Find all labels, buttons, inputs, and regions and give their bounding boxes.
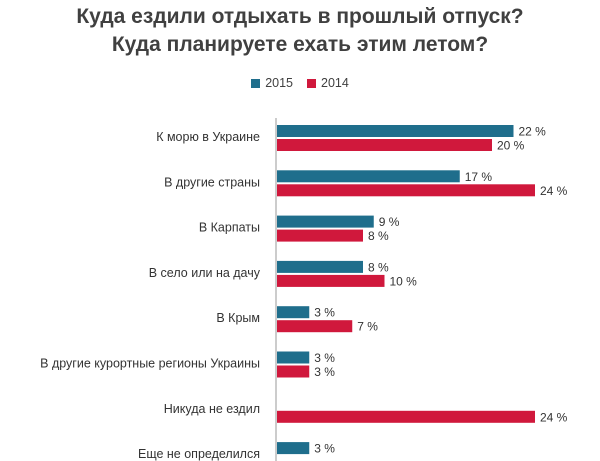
bar-2014 bbox=[277, 365, 310, 378]
legend: 2015 2014 bbox=[0, 76, 600, 90]
category-label: Еще не определился bbox=[138, 447, 260, 461]
bar-2014 bbox=[277, 410, 535, 423]
bar-2015 bbox=[277, 442, 310, 455]
bar-2015 bbox=[277, 306, 310, 319]
legend-label-2015: 2015 bbox=[265, 76, 293, 90]
bar-2014 bbox=[277, 139, 492, 151]
value-label: 20 % bbox=[497, 139, 525, 153]
category-label: В Крым bbox=[216, 311, 260, 325]
value-label: 3 % bbox=[314, 351, 335, 365]
value-label: 24 % bbox=[540, 410, 568, 424]
bar-2015 bbox=[277, 260, 363, 273]
category-label: В другие курортные регионы Украины bbox=[40, 357, 260, 371]
value-label: 17 % bbox=[465, 170, 493, 184]
bar-2015 bbox=[277, 125, 514, 137]
category-label: К морю в Украине bbox=[156, 130, 260, 144]
chart-title: Куда ездили отдыхать в прошлый отпуск? bbox=[76, 5, 524, 28]
value-label: 7 % bbox=[357, 320, 378, 334]
category-label: В другие страны bbox=[164, 175, 260, 189]
category-label: Никуда не ездил bbox=[164, 402, 260, 416]
legend-swatch-2015 bbox=[251, 78, 261, 88]
bar-2015 bbox=[277, 351, 310, 364]
value-label: 8 % bbox=[368, 229, 389, 243]
legend-swatch-2014 bbox=[307, 78, 316, 88]
category-label: В село или на дачу bbox=[149, 266, 261, 280]
legend-item-2014: 2014 bbox=[307, 76, 349, 90]
bar-2015 bbox=[277, 170, 460, 183]
bar-2014 bbox=[277, 184, 535, 197]
chart-subtitle: Куда планируете ехать этим летом? bbox=[111, 33, 489, 56]
value-label: 3 % bbox=[314, 365, 335, 379]
bar-2015 bbox=[277, 215, 374, 228]
value-label: 10 % bbox=[390, 274, 418, 288]
value-label: 8 % bbox=[368, 260, 389, 274]
bar-2014 bbox=[277, 320, 353, 333]
bar-2014 bbox=[277, 274, 385, 287]
value-label: 24 % bbox=[540, 184, 568, 198]
legend-label-2014: 2014 bbox=[321, 76, 349, 90]
category-label: В Карпаты bbox=[199, 221, 260, 235]
value-label: 9 % bbox=[379, 215, 400, 229]
legend-item-2015: 2015 bbox=[251, 76, 293, 90]
bar-2014 bbox=[277, 229, 363, 242]
value-label: 22 % bbox=[519, 125, 547, 139]
value-label: 3 % bbox=[314, 442, 335, 456]
value-label: 3 % bbox=[314, 306, 335, 320]
